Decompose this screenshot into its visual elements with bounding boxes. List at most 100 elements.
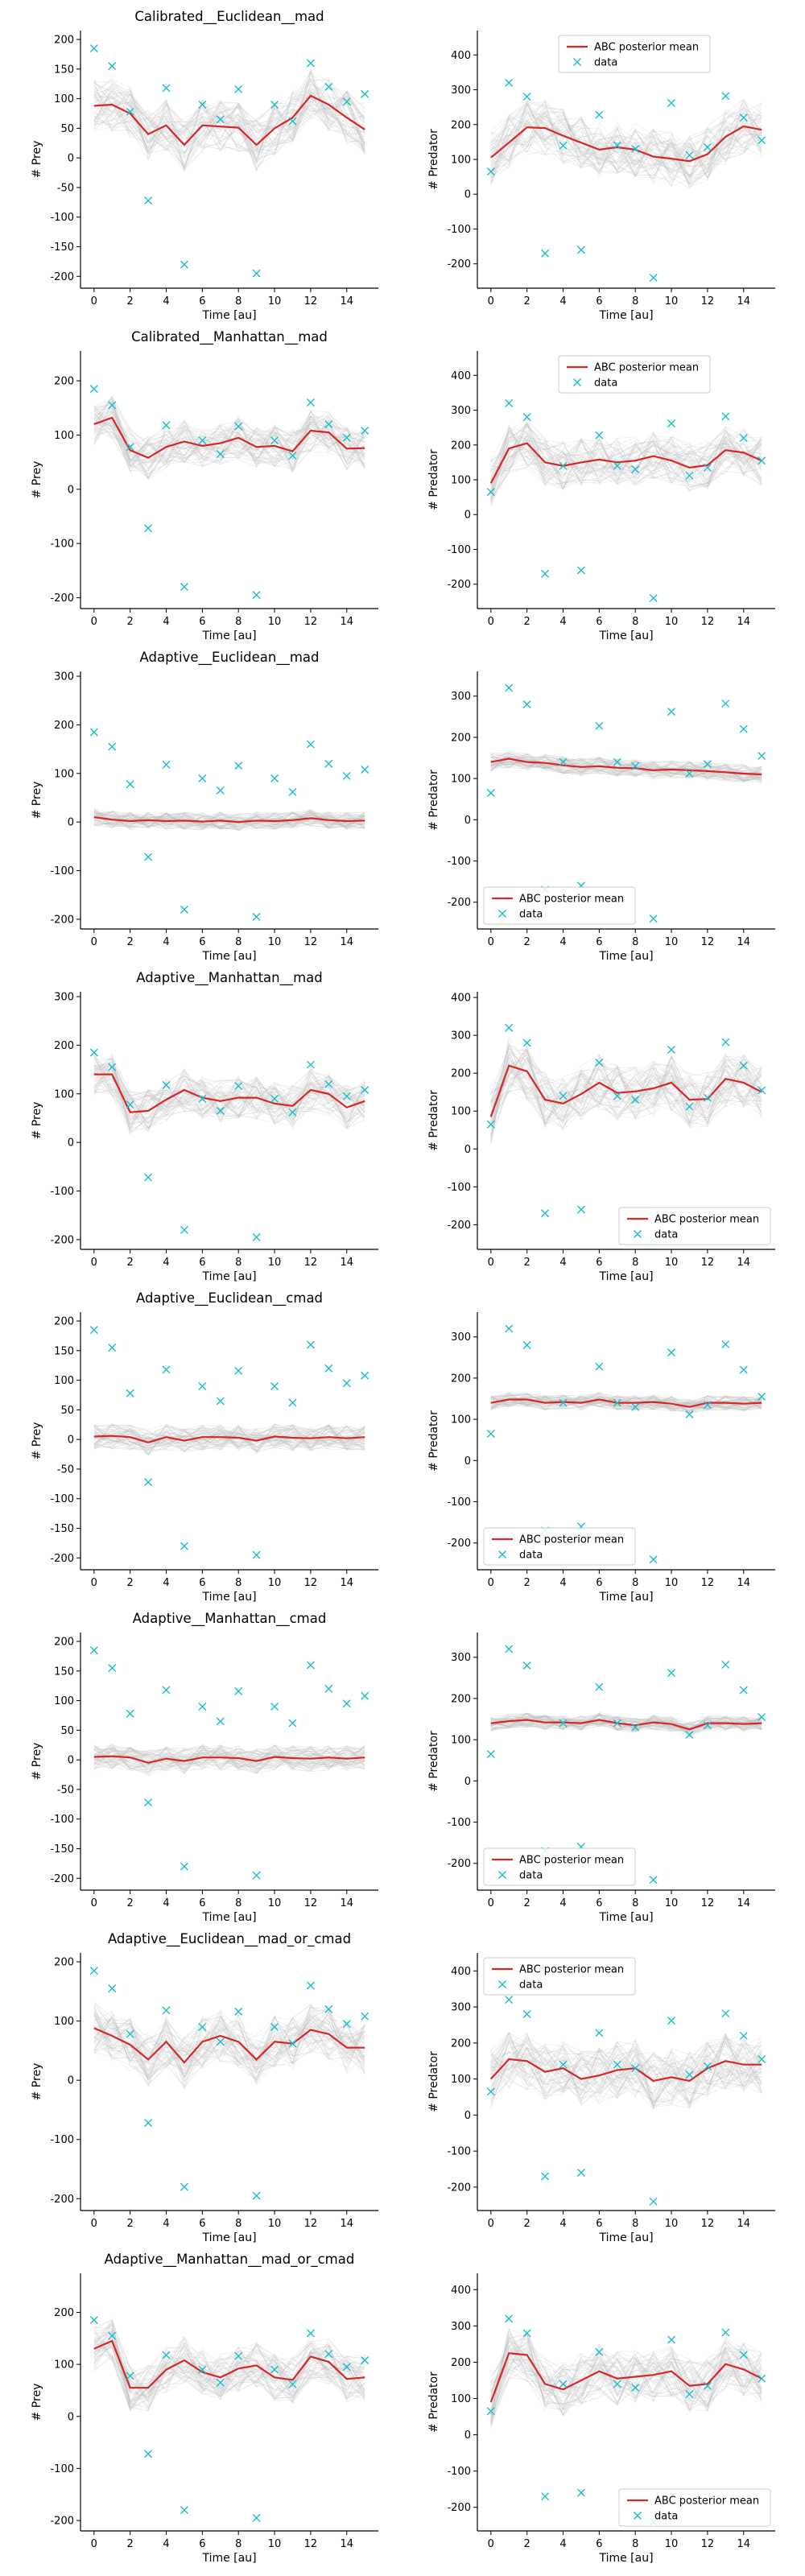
x-tick-label: 12 — [701, 936, 715, 948]
posterior-sample-line — [93, 812, 365, 830]
data-point-stroke — [649, 594, 658, 603]
posterior-sample-line — [490, 436, 762, 506]
posterior-sample-line — [490, 432, 762, 492]
posterior-sample-line — [93, 1749, 365, 1769]
posterior-sample-line — [93, 811, 365, 831]
data-point — [162, 2006, 171, 2015]
posterior-sample-line — [93, 411, 365, 474]
posterior-sample-line — [93, 1425, 365, 1451]
posterior-sample-line — [93, 2008, 365, 2081]
data-point-stroke — [306, 740, 315, 749]
posterior-sample-line — [93, 811, 365, 829]
data-point — [613, 141, 621, 150]
data-point-stroke — [252, 591, 261, 600]
posterior-sample-line — [93, 424, 365, 460]
posterior-sample-line — [93, 398, 365, 464]
data-point — [162, 2351, 171, 2359]
posterior-sample-line — [93, 83, 365, 165]
y-tick-label: -200 — [50, 914, 74, 926]
data-point-stroke — [667, 98, 676, 107]
y-tick-label: 0 — [68, 153, 74, 165]
x-tick-label: 6 — [199, 1897, 205, 1909]
x-tick-label: 6 — [596, 616, 602, 628]
x-tick-label: 10 — [268, 1897, 282, 1909]
posterior-sample-line — [93, 2326, 365, 2400]
data-point-stroke — [180, 1862, 188, 1871]
posterior-sample-line — [93, 2334, 365, 2388]
y-tick-label: -150 — [50, 242, 74, 254]
data-point — [559, 1092, 568, 1100]
posterior-sample-line — [490, 760, 762, 782]
data-point — [758, 1086, 766, 1095]
posterior-sample-line — [93, 96, 365, 161]
data-point-stroke — [162, 760, 171, 769]
data-point — [703, 1721, 712, 1730]
data-point — [595, 1362, 604, 1371]
y-axis-label: # Predator — [427, 129, 440, 190]
x-tick-label: 8 — [235, 616, 242, 628]
data-point-stroke — [108, 1344, 117, 1352]
posterior-sample-line — [490, 1713, 762, 1732]
y-tick-label: 0 — [68, 817, 74, 829]
legend-swatch-data — [634, 2512, 642, 2520]
posterior-sample-line — [93, 1429, 365, 1451]
x-tick-label: 4 — [163, 616, 169, 628]
x-tick-label: 14 — [340, 1897, 353, 1909]
posterior-sample-line — [490, 101, 762, 175]
posterior-sample-line — [93, 416, 365, 469]
posterior-sample-line — [490, 422, 762, 501]
posterior-sample-line — [93, 83, 365, 155]
data-point-stroke — [144, 1798, 153, 1807]
y-tick-label: -200 — [447, 1858, 471, 1870]
x-tick-label: 4 — [559, 2218, 566, 2230]
posterior-sample-line — [93, 1425, 365, 1450]
x-tick-label: 8 — [235, 2538, 242, 2550]
data-point — [306, 2329, 315, 2338]
data-point — [144, 524, 153, 533]
data-point — [361, 1085, 369, 1094]
data-point — [108, 1063, 117, 1071]
x-tick-label: 4 — [163, 2538, 169, 2550]
posterior-sample-line — [93, 2321, 365, 2402]
posterior-sample-line — [93, 414, 365, 469]
posterior-samples — [490, 1391, 762, 1415]
data-point-stroke — [595, 721, 604, 730]
data-point — [522, 700, 531, 708]
posterior-sample-line — [490, 432, 762, 489]
y-tick-label: 0 — [68, 2411, 74, 2423]
y-axis-label: # Prey — [31, 1422, 43, 1460]
data-point-stroke — [342, 97, 351, 106]
data-point — [216, 1397, 225, 1406]
posterior-sample-line — [490, 759, 762, 782]
x-tick-label: 6 — [199, 295, 205, 308]
posterior-sample-line — [490, 100, 762, 185]
data-point-stroke — [180, 1542, 188, 1550]
posterior-sample-line — [93, 1424, 365, 1452]
posterior-sample-line — [490, 101, 762, 178]
posterior-sample-line — [490, 1395, 762, 1411]
data-point-stroke — [703, 1401, 712, 1410]
posterior-sample-line — [490, 103, 762, 162]
posterior-sample-line — [490, 126, 762, 179]
y-tick-label: -200 — [50, 1873, 74, 1885]
data-point-stroke — [559, 141, 568, 150]
posterior-sample-line — [93, 1424, 365, 1452]
posterior-sample-line — [93, 2021, 365, 2080]
data-point — [559, 141, 568, 150]
data-point-stroke — [559, 1092, 568, 1100]
posterior-sample-line — [490, 2329, 762, 2406]
data-point — [270, 2365, 279, 2374]
data-point — [324, 1684, 333, 1693]
x-tick-label: 6 — [199, 1577, 205, 1589]
y-tick-label: 100 — [54, 1375, 74, 1387]
y-tick-label: 100 — [451, 1735, 471, 1747]
posterior-sample-line — [93, 810, 365, 830]
posterior-sample-line — [93, 2352, 365, 2409]
data-point-stroke — [576, 2488, 585, 2497]
data-point-stroke — [721, 699, 730, 708]
data-point — [361, 2355, 369, 2364]
posterior-sample-line — [490, 424, 762, 495]
posterior-sample-line — [93, 2014, 365, 2081]
